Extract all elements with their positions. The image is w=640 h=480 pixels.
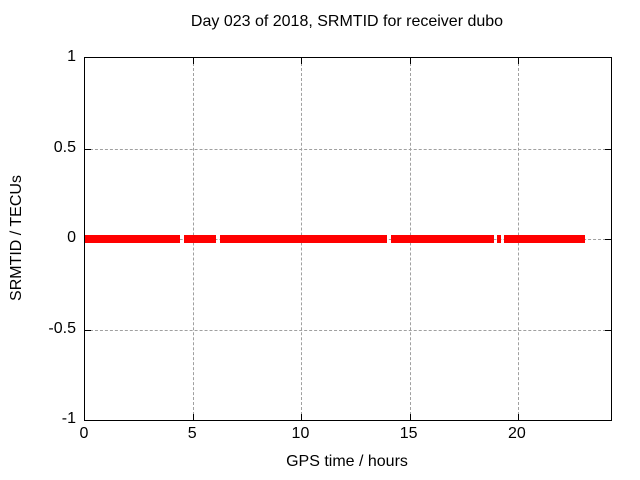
x-tick-label: 0 [79,425,89,442]
y-tick-mark [605,329,611,331]
x-tick-mark [517,414,519,420]
y-tick-label: 0.5 [53,138,76,156]
grid-line-horizontal [85,148,611,150]
x-tick-mark [409,58,411,64]
x-tick-mark [193,414,195,420]
x-tick-mark [301,58,303,64]
data-segment [183,235,216,243]
grid-line-horizontal [85,329,611,331]
x-tick-mark [409,414,411,420]
y-tick-label: 1 [67,48,76,65]
plot-area [84,57,612,421]
x-tick-label: 10 [291,425,310,442]
data-segment [497,235,502,243]
data-segment [85,235,181,243]
y-tick-mark [85,329,91,331]
y-tick-mark [605,148,611,150]
chart-title: Day 023 of 2018, SRMTID for receiver dub… [190,13,504,30]
x-tick-mark [193,58,195,64]
y-tick-label: -1 [61,410,76,427]
x-tick-label: 15 [399,425,418,442]
x-tick-mark [301,414,303,420]
y-tick-label: 0 [67,229,76,246]
x-axis-label: GPS time / hours [286,453,408,470]
data-segment [220,235,388,243]
y-tick-mark [85,148,91,150]
x-tick-mark [517,58,519,64]
y-tick-label: -0.5 [48,319,76,337]
x-tick-label: 20 [508,425,526,442]
data-segment [504,235,586,243]
x-tick-label: 5 [187,425,197,442]
data-segment [391,235,495,243]
y-tick-mark [605,239,611,240]
